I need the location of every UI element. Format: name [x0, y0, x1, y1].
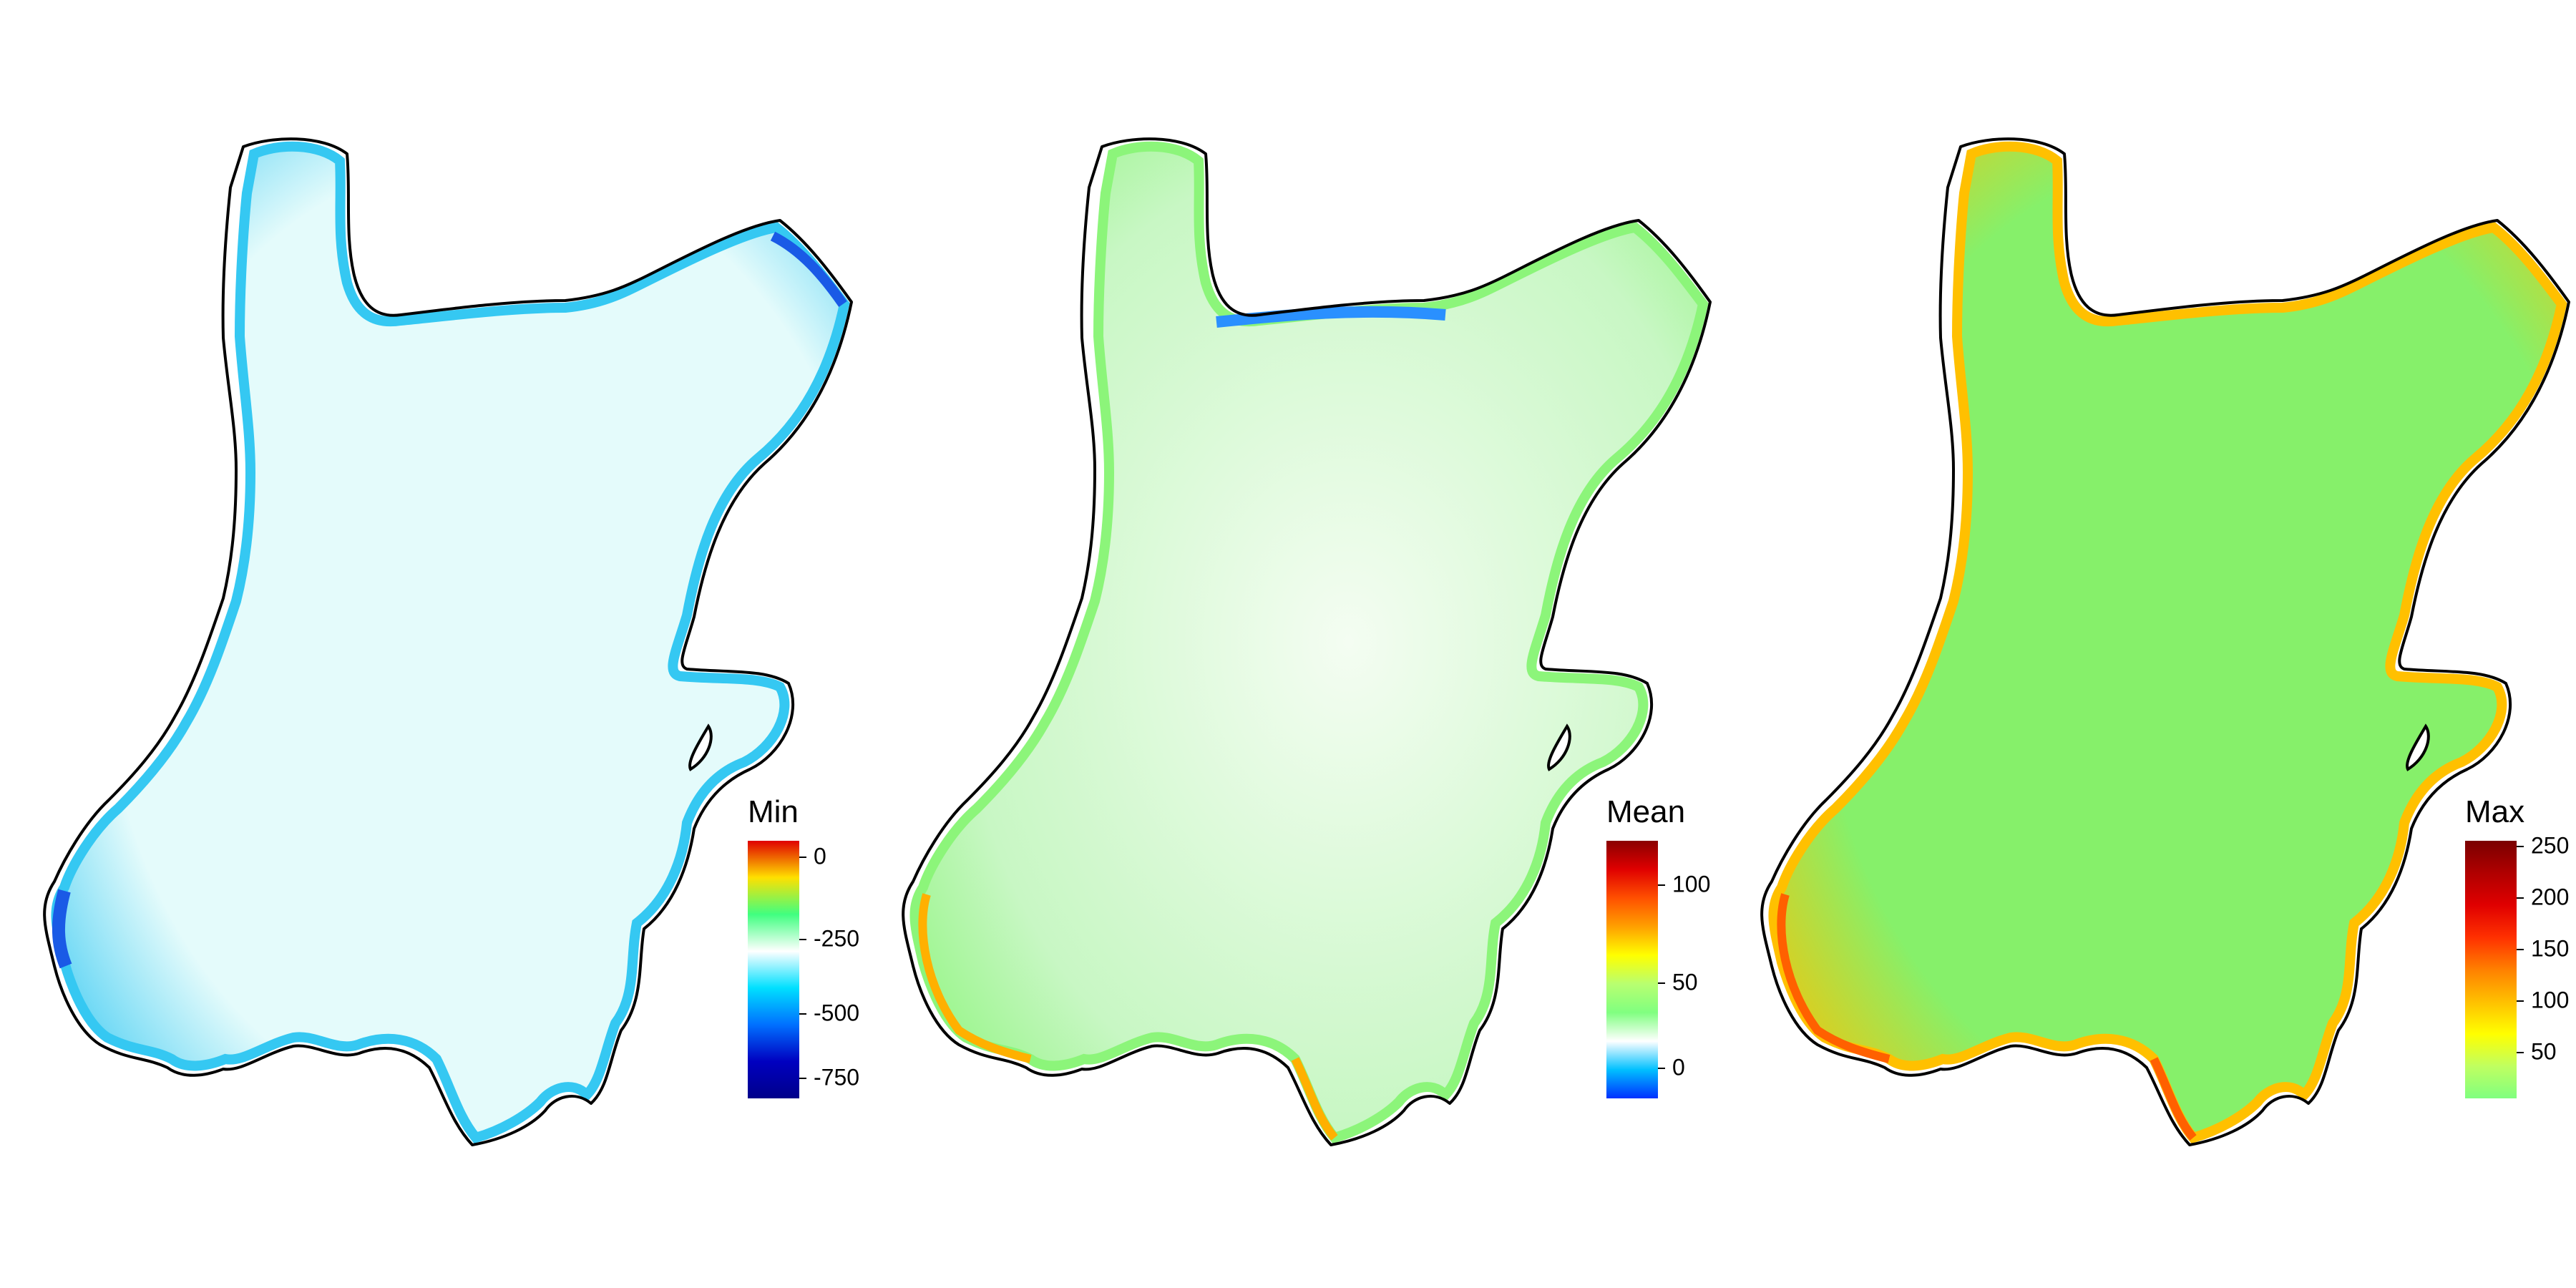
legend-tick-label: 100 [2531, 987, 2570, 1013]
map-panel-mean: Mean 100 50 0 [859, 0, 1717, 1288]
legend-tick-label: 0 [814, 843, 826, 869]
lake-surface [909, 141, 1709, 1143]
legend-tick-mark [2517, 846, 2524, 848]
warm-edge [2150, 1057, 2197, 1141]
legend-tick-mark [2517, 1052, 2524, 1054]
lake-map-mean [902, 137, 1712, 1146]
legend-tick-label: 50 [2531, 1038, 2557, 1065]
coastline [1760, 137, 2570, 1146]
cold-edge [1216, 306, 1446, 328]
legend-tick-label: -500 [814, 1000, 860, 1026]
warm-edge [1777, 893, 1890, 1063]
legend-tick-label: -250 [814, 925, 860, 952]
legend-tick-mark [2517, 1000, 2524, 1002]
lake-map-min [43, 137, 853, 1146]
legend-tick-label: 250 [2531, 832, 2570, 859]
legend-tick-mark [1658, 1067, 1665, 1069]
legend-tick-label: 200 [2531, 884, 2570, 910]
legend-title: Mean [1606, 794, 1686, 829]
lake-map-max [1760, 137, 2570, 1146]
legend-tick-label: 50 [1672, 969, 1698, 995]
legend-title: Max [2465, 794, 2525, 829]
map-panel-max: Max 250 200 150 100 50 [1717, 0, 2576, 1288]
legend-tick-mark [799, 1013, 806, 1015]
island [2406, 723, 2430, 771]
legend-title: Min [748, 794, 799, 829]
legend-tick-mark [799, 938, 806, 940]
legend-tick-mark [799, 1078, 806, 1080]
color-bar [2465, 841, 2517, 1098]
low-value-edge [770, 231, 847, 308]
lake-surface [1768, 141, 2567, 1143]
lake-surface [51, 141, 850, 1143]
legend-tick-label: 150 [2531, 935, 2570, 962]
legend-tick-mark [2517, 949, 2524, 951]
coastline [43, 137, 853, 1146]
low-value-edge [52, 889, 72, 969]
island [688, 723, 713, 771]
map-panel-min: Min 0 -250 -500 -750 [0, 0, 859, 1288]
island [1547, 723, 1571, 771]
legend-tick-label: -750 [814, 1064, 860, 1091]
color-bar [1606, 841, 1658, 1098]
legend-tick-mark [1658, 884, 1665, 887]
warm-edge [918, 893, 1032, 1063]
color-bar [748, 841, 799, 1098]
coastline [902, 137, 1712, 1146]
legend-tick-label: 100 [1672, 871, 1711, 897]
legend-tick-mark [1658, 982, 1665, 984]
legend-tick-label: 0 [1672, 1054, 1685, 1080]
legend-tick-mark [2517, 897, 2524, 899]
warm-edge [1291, 1057, 1338, 1141]
legend-tick-mark [799, 856, 806, 858]
